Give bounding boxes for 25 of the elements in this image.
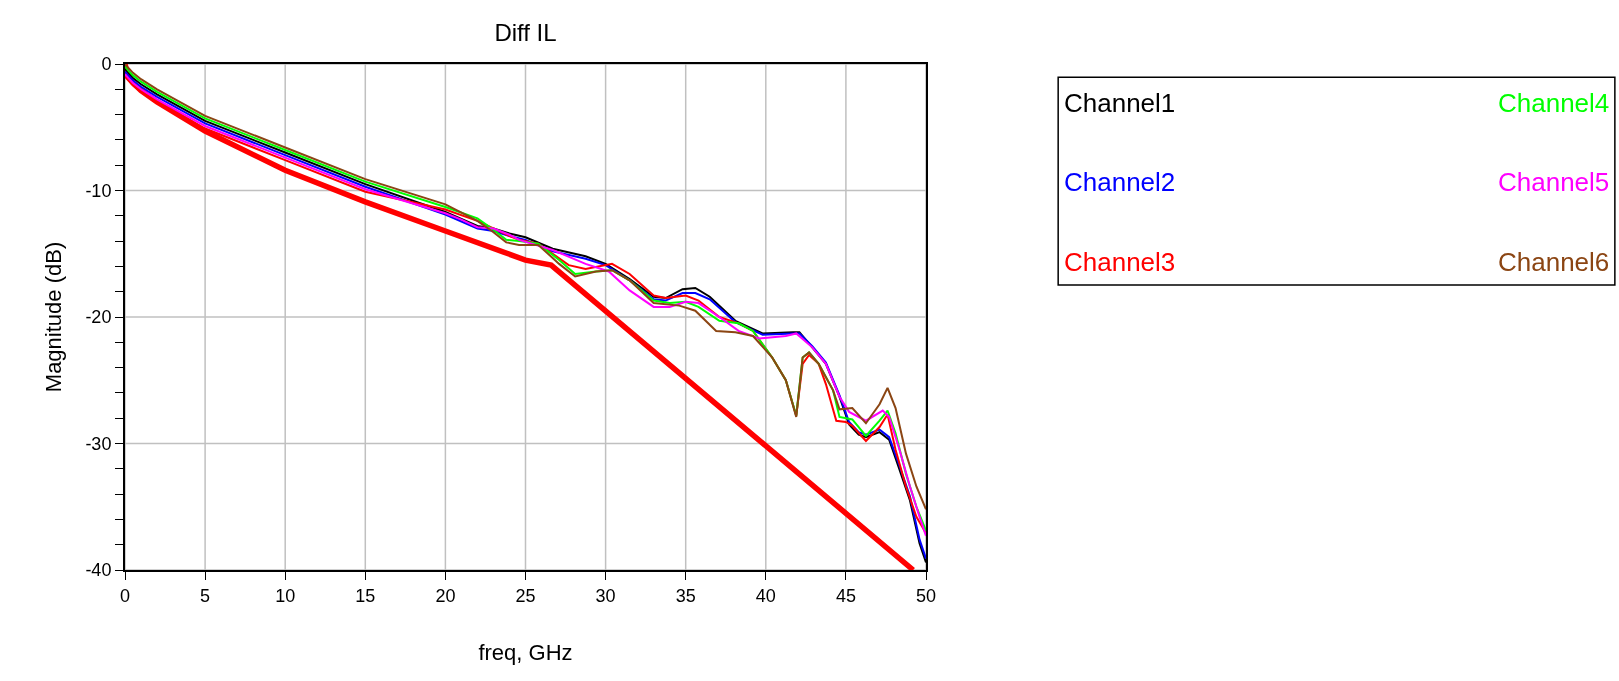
x-tick-label: 35 bbox=[675, 585, 696, 606]
text: Channel5 bbox=[1498, 167, 1610, 197]
x-tick-label: 0 bbox=[119, 585, 131, 606]
y-tick-label: -40 bbox=[85, 560, 112, 581]
text: Channel1 bbox=[1064, 88, 1176, 118]
y-tick-label: -20 bbox=[85, 307, 112, 328]
text: Channel6 bbox=[1498, 247, 1610, 277]
x-tick-label: 45 bbox=[835, 585, 856, 606]
y-tick-label: 0 bbox=[101, 54, 112, 75]
y-tick-label: -30 bbox=[85, 433, 112, 454]
x-tick-label: 10 bbox=[275, 585, 296, 606]
x-tick-label: 40 bbox=[755, 585, 776, 606]
chart-title: Diff IL bbox=[494, 18, 557, 46]
text: Channel4 bbox=[1498, 88, 1610, 118]
x-tick-label: 15 bbox=[355, 585, 376, 606]
x-tick-label: 30 bbox=[595, 585, 616, 606]
x-tick-label: 50 bbox=[915, 585, 937, 606]
y-axis-title: Magnitude (dB) bbox=[40, 241, 66, 393]
text: Channel2 bbox=[1064, 167, 1176, 197]
x-tick-label: 20 bbox=[435, 585, 456, 606]
x-tick-label: 25 bbox=[515, 585, 536, 606]
x-tick-label: 5 bbox=[200, 585, 211, 606]
x-axis-title: freq, GHz bbox=[478, 640, 573, 665]
text: Channel3 bbox=[1064, 247, 1176, 277]
y-tick-label: -10 bbox=[85, 180, 112, 201]
